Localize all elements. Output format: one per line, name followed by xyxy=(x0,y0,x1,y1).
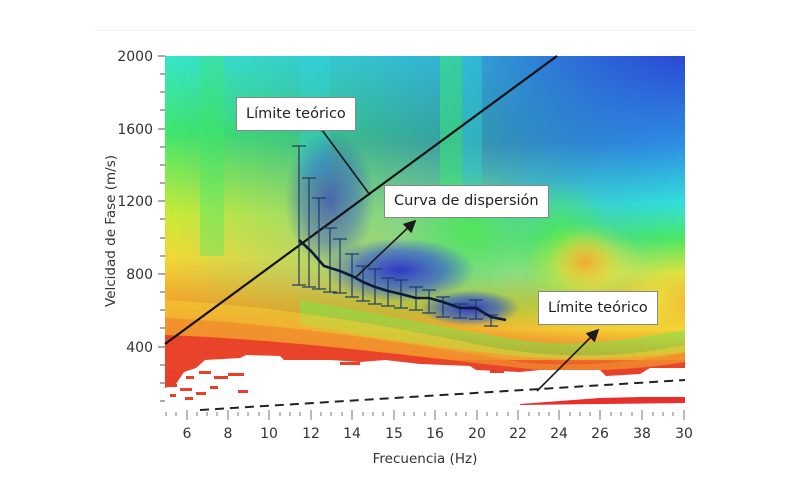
heatmap-speckles xyxy=(168,362,504,400)
x-tick: 15 xyxy=(385,426,403,442)
y-tick-1600: 1600 xyxy=(117,122,153,138)
arrow-upper-limit xyxy=(311,118,371,196)
theoretical-limit-lower-dashed-line xyxy=(199,379,686,411)
y-axis xyxy=(158,55,165,402)
dispersion-error-bars xyxy=(292,145,498,327)
x-axis-title: Frecuencia (Hz) xyxy=(373,451,478,467)
x-tick: 38 xyxy=(633,426,651,442)
x-tick: 20 xyxy=(468,426,486,442)
annotation-upper-limit: Límite teórico xyxy=(236,97,356,131)
x-tick: 10 xyxy=(260,426,278,442)
annotation-lower-limit: Límite teórico xyxy=(538,291,658,325)
theoretical-limit-upper-line xyxy=(164,55,558,345)
x-axis xyxy=(165,410,685,420)
x-tick-labels: 6 8 10 12 14 15 16 20 22 24 26 38 30 xyxy=(183,426,693,442)
y-tick-400: 400 xyxy=(126,340,153,356)
y-tick-labels: 2000 1600 1200 800 400 xyxy=(117,49,153,356)
x-tick: 14 xyxy=(343,426,361,442)
arrow-lower-limit xyxy=(536,328,600,392)
y-tick-1200: 1200 xyxy=(117,194,153,210)
y-tick-800: 800 xyxy=(126,267,153,283)
dispersion-curve-line xyxy=(298,239,507,322)
x-tick: 6 xyxy=(183,426,192,442)
heatmap-area xyxy=(165,56,685,406)
arrow-dispersion-curve xyxy=(354,219,417,279)
annotation-dispersion-curve: Curva de dispersión xyxy=(384,185,549,218)
x-tick: 26 xyxy=(591,426,609,442)
x-tick: 16 xyxy=(426,426,444,442)
x-tick: 22 xyxy=(509,426,527,442)
y-axis-title: Velcidad de Fase (m/s) xyxy=(103,155,119,307)
x-tick: 30 xyxy=(675,426,693,442)
x-tick: 12 xyxy=(302,426,320,442)
top-divider xyxy=(95,30,695,31)
y-tick-2000: 2000 xyxy=(117,49,153,65)
x-tick: 24 xyxy=(550,426,568,442)
x-tick: 8 xyxy=(224,426,233,442)
